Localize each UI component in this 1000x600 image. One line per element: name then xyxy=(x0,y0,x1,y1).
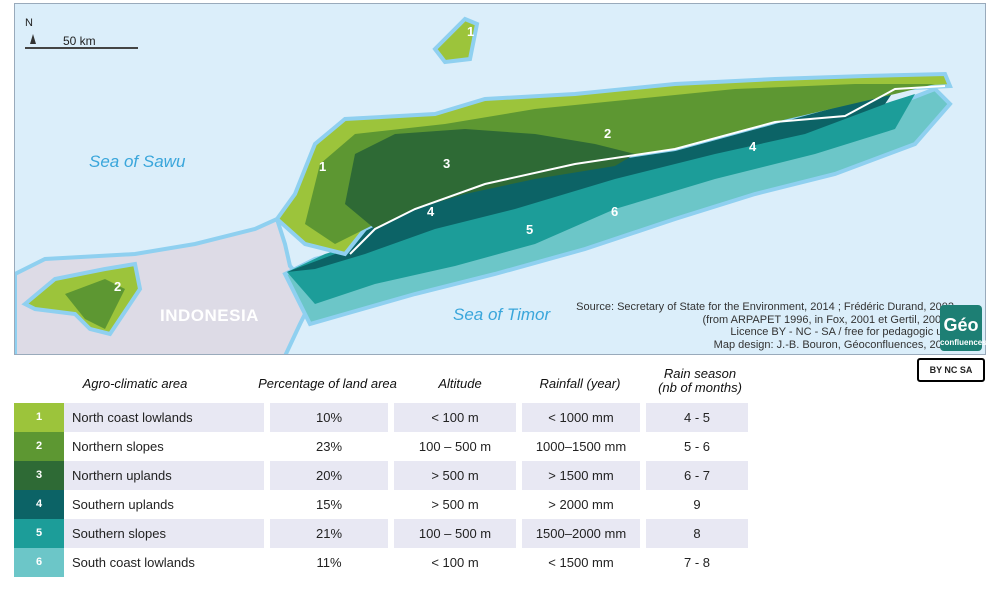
zone-boundary xyxy=(349,85,946,255)
zone-5 xyxy=(287,94,915,304)
area-name: South coast lowlands xyxy=(72,555,195,570)
zone-label: 6 xyxy=(611,204,619,219)
area-name: Northern uplands xyxy=(64,461,264,490)
rainfall-cell: > 2000 mm xyxy=(548,497,614,512)
zone-swatch: 5 xyxy=(14,519,64,548)
zone-swatch: 3 xyxy=(14,461,64,490)
zone-4 xyxy=(287,89,895,272)
header-rain-season: Rain season (nb of months) xyxy=(640,367,760,395)
table-row: 5 Southern slopes 21% 100 – 500 m 1500–2… xyxy=(14,519,754,548)
area-name: Southern slopes xyxy=(64,519,264,548)
zone-label: 4 xyxy=(749,139,757,154)
zone-label: 5 xyxy=(526,222,534,237)
rainfall-cell: < 1000 mm xyxy=(522,403,640,432)
percentage-cell: 20% xyxy=(270,461,388,490)
zone-label: 1 xyxy=(319,159,327,174)
map-shapes xyxy=(15,16,953,354)
area-name: North coast lowlands xyxy=(64,403,264,432)
source-line: Map design: J.-B. Bouron, Géoconfluences… xyxy=(713,338,954,351)
altitude-cell: < 100 m xyxy=(431,555,479,570)
country-label: INDONESIA xyxy=(160,306,259,325)
west-enclave-inner xyxy=(65,279,125,329)
logo-subtext: confluences xyxy=(940,338,987,347)
sea-north-label: Sea of Sawu xyxy=(89,152,186,171)
table-row: 3 Northern uplands 20% > 500 m > 1500 mm… xyxy=(14,461,754,490)
zone-2 xyxy=(305,84,935,244)
rain-season-cell: 9 xyxy=(693,497,701,512)
scale-label: 50 km xyxy=(63,34,96,48)
north-label: N xyxy=(25,17,33,29)
map: N 50 km Sea of Sawu Sea of Timor INDONES… xyxy=(14,3,986,355)
cc-license-badge: BY NC SA xyxy=(917,358,985,382)
rain-season-cell: 6 - 7 xyxy=(646,461,748,490)
percentage-cell: 10% xyxy=(270,403,388,432)
header-rainfall: Rainfall (year) xyxy=(539,376,621,391)
zone-label: 3 xyxy=(443,156,451,171)
rainfall-cell: 1000–1500 mm xyxy=(535,439,627,454)
header-altitude: Altitude xyxy=(438,376,482,391)
source-line: Source: Secretary of State for the Envir… xyxy=(576,301,954,313)
rain-season-cell: 7 - 8 xyxy=(683,555,710,570)
area-name: Northern slopes xyxy=(72,439,164,454)
logo-text: Géo xyxy=(943,315,979,335)
zone-swatch: 1 xyxy=(14,403,64,432)
table-row: 4 Southern uplands 15% > 500 m > 2000 mm… xyxy=(14,490,754,519)
altitude-cell: < 100 m xyxy=(394,403,516,432)
atauro-island xyxy=(432,16,480,65)
source-line: (from ARPAPET 1996, in Fox, 2001 et Gert… xyxy=(702,313,955,326)
rainfall-cell: < 1500 mm xyxy=(548,555,614,570)
source-note: Source: Secretary of State for the Envir… xyxy=(576,301,954,351)
table-row: 6 South coast lowlands 11% < 100 m < 150… xyxy=(14,548,754,577)
header-line: Rain season xyxy=(663,366,737,381)
rain-season-cell: 8 xyxy=(646,519,748,548)
percentage-cell: 21% xyxy=(270,519,388,548)
zone-3 xyxy=(345,129,635,229)
header-line: (nb of months) xyxy=(658,380,742,395)
table-row: 1 North coast lowlands 10% < 100 m < 100… xyxy=(14,403,754,432)
altitude-cell: > 500 m xyxy=(431,497,479,512)
rain-season-cell: 5 - 6 xyxy=(683,439,710,454)
altitude-cell: > 500 m xyxy=(394,461,516,490)
percentage-cell: 11% xyxy=(316,555,342,570)
source-line: Licence BY - NC - SA / free for pedagogi… xyxy=(730,326,954,338)
north-arrow-icon xyxy=(30,34,36,44)
percentage-cell: 23% xyxy=(315,439,343,454)
cc-text: BY NC SA xyxy=(929,365,973,375)
zone-label: 2 xyxy=(604,126,612,141)
area-name: Southern uplands xyxy=(72,497,174,512)
table-row: 2 Northern slopes 23% 100 – 500 m 1000–1… xyxy=(14,432,754,461)
geoconfluences-logo: Géo confluences xyxy=(940,305,987,351)
zone-label: 4 xyxy=(427,204,435,219)
zone-swatch: 4 xyxy=(14,490,64,519)
zone-swatch: 6 xyxy=(14,548,64,577)
altitude-cell: 100 – 500 m xyxy=(418,439,492,454)
percentage-cell: 15% xyxy=(315,497,343,512)
rainfall-cell: 1500–2000 mm xyxy=(522,519,640,548)
rainfall-cell: > 1500 mm xyxy=(522,461,640,490)
zone-label: 2 xyxy=(114,279,122,294)
zone-swatch: 2 xyxy=(14,432,64,461)
altitude-cell: 100 – 500 m xyxy=(394,519,516,548)
sea-south-label: Sea of Timor xyxy=(453,305,551,324)
header-percentage: Percentage of land area xyxy=(258,376,397,391)
zone-label: 1 xyxy=(467,24,475,39)
rain-season-cell: 4 - 5 xyxy=(646,403,748,432)
header-area: Agro-climatic area xyxy=(82,376,188,391)
